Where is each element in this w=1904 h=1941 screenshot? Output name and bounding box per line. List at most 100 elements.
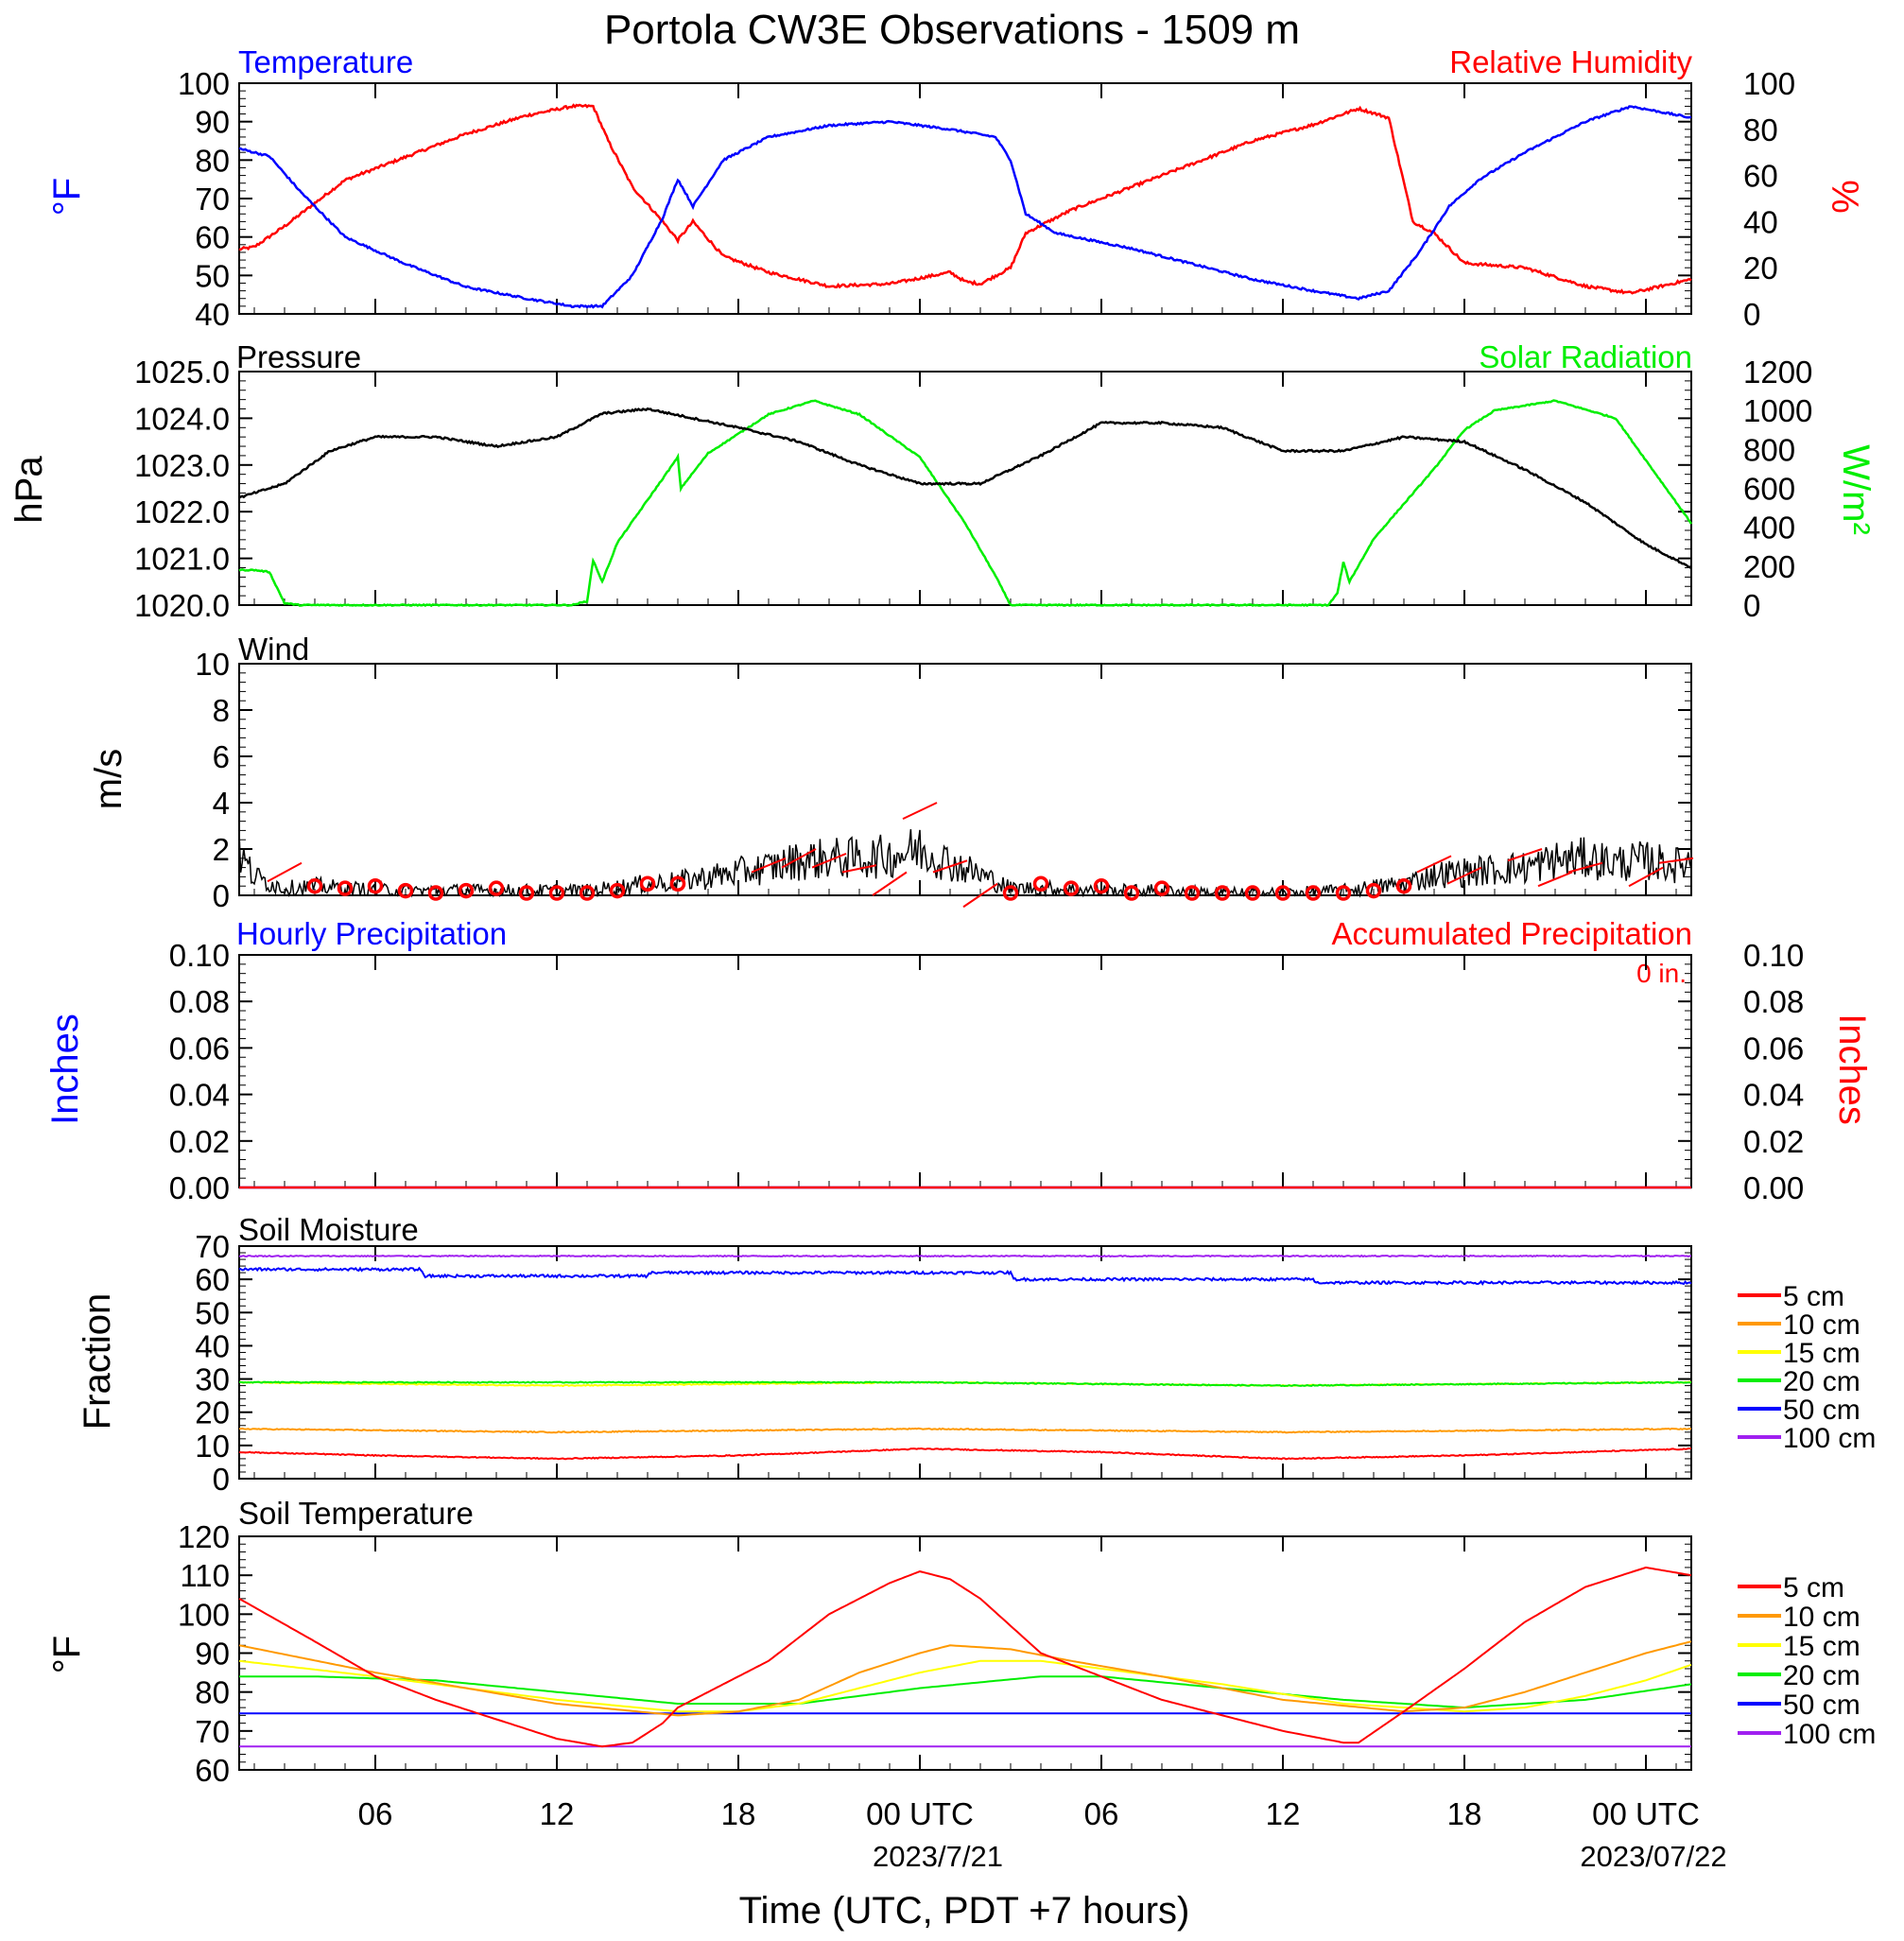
calm-wind-marker: [488, 880, 505, 896]
pressure-solar-ytick-label: 1022.0: [134, 494, 230, 529]
pressure-solar-ytick-label: 1020.0: [134, 588, 230, 623]
calm-wind-marker: [337, 880, 354, 896]
x-tick-label: 06: [358, 1796, 393, 1831]
soil-temp-line: [239, 1675, 1692, 1709]
precip-ytick-label: 0.04: [169, 1078, 230, 1113]
soil-moisture-line: [238, 1380, 1692, 1388]
pressure-solar-right-tick-label: 400: [1743, 511, 1795, 546]
soil-moisture-legend-label: 10 cm: [1783, 1309, 1861, 1341]
calm-wind-marker: [548, 885, 565, 901]
x-tick-label: 06: [1084, 1796, 1119, 1831]
figure-title: Portola CW3E Observations - 1509 m: [604, 7, 1300, 53]
soil-temperature-ytick-label: 110: [180, 1558, 230, 1593]
temp-rh-right-tick-label: 100: [1743, 66, 1795, 101]
soil-temperature-ytick-label: 100: [178, 1597, 230, 1632]
calm-wind-marker: [1184, 885, 1201, 901]
soil-moisture-title: Soil Moisture: [238, 1212, 419, 1247]
hourly-precip-unit: Inches: [44, 1014, 86, 1125]
soil-temperature-frame: [238, 1535, 1692, 1771]
pressure-solar-right-tick-label: 200: [1743, 549, 1795, 584]
calm-wind-marker: [1123, 885, 1140, 901]
precip-right-tick-label: 0.04: [1743, 1078, 1804, 1113]
calm-wind-marker: [579, 885, 596, 901]
wind-barb: [1567, 861, 1603, 874]
soil-temp-line: [238, 1566, 1692, 1748]
precip-right-tick-label: 0.08: [1743, 984, 1804, 1019]
pressure-solar-ytick-label: 1023.0: [134, 448, 230, 483]
pressure-solar-right-tick-label: 800: [1743, 432, 1795, 467]
soil-temp-legend-label: 5 cm: [1783, 1572, 1844, 1603]
precip-ytick-label: 0.02: [169, 1124, 230, 1159]
soil-temperature-ytick-label: 120: [178, 1519, 230, 1554]
precip-ytick-label: 0.06: [169, 1031, 230, 1066]
soil-temp-legend-label: 20 cm: [1783, 1660, 1861, 1691]
wind-barb: [1658, 857, 1694, 864]
soil-moisture-line: [238, 1447, 1692, 1461]
x-tick-label: 12: [1266, 1796, 1301, 1831]
x-axis-label: Time (UTC, PDT +7 hours): [739, 1890, 1190, 1932]
calm-wind-marker: [1365, 882, 1382, 899]
temp-rh-ytick-label: 80: [195, 143, 230, 178]
soil-temperature-ytick-label: 70: [195, 1714, 230, 1749]
wind-barb: [1628, 866, 1664, 888]
pressure-solar-ytick-label: 1025.0: [134, 355, 230, 390]
soil-moisture-ytick-label: 60: [195, 1262, 230, 1297]
panel-soil-temperature: Soil Temperature °F: [46, 1496, 474, 1673]
panel-pressure-solar: Pressure Solar Radiation hPa W/m²: [9, 339, 1877, 535]
wind-title: Wind: [238, 632, 309, 667]
hourly-precip-title: Hourly Precipitation: [236, 916, 507, 951]
soil-moisture-legend-label: 5 cm: [1783, 1281, 1844, 1312]
soil-moisture-ytick-label: 70: [195, 1229, 230, 1264]
soil-temp-legend-label: 100 cm: [1783, 1719, 1876, 1750]
precip-right-tick-label: 0.10: [1743, 938, 1804, 973]
temp-rh-ytick-label: 40: [195, 297, 230, 332]
wind-barb: [841, 864, 877, 874]
pressure-line: [238, 407, 1692, 570]
soil-moisture-frame: [238, 1245, 1692, 1480]
wind-barb: [781, 848, 817, 869]
panel-temp-rh: Temperature Relative Humidity °F %: [46, 44, 1865, 216]
panel-wind: Wind m/s: [88, 632, 309, 809]
panel-soil-moisture: Soil Moisture Fraction: [77, 1212, 419, 1430]
calm-wind-marker: [518, 885, 535, 901]
pressure-title: Pressure: [236, 339, 361, 374]
x-tick-label: 00 UTC: [1592, 1796, 1700, 1831]
wind-barb: [267, 861, 303, 883]
wind-barb: [1507, 848, 1543, 862]
pressure-solar-right-tick-label: 1000: [1743, 393, 1812, 428]
wind-barb: [872, 871, 908, 896]
soil-moisture-ytick-label: 0: [213, 1462, 230, 1497]
panel-precipitation: Hourly Precipitation Accumulated Precipi…: [44, 916, 1873, 1125]
calm-wind-marker: [1244, 885, 1261, 901]
calm-wind-marker: [1274, 885, 1291, 901]
wind-ytick-label: 10: [195, 647, 230, 682]
calm-wind-marker: [1063, 880, 1080, 896]
humidity-unit: %: [1824, 180, 1865, 214]
x-tick-label: 18: [1447, 1796, 1482, 1831]
precip-ytick-label: 0.08: [169, 984, 230, 1019]
wind-barb: [932, 859, 968, 874]
soil-moisture-legend-label: 20 cm: [1783, 1366, 1861, 1397]
accum-precip-title: Accumulated Precipitation: [1331, 916, 1692, 951]
soil-moisture-ytick-label: 20: [195, 1395, 230, 1430]
calm-wind-marker: [1032, 875, 1049, 892]
wind-speed-line: [238, 829, 1692, 898]
wind-barb: [1446, 866, 1482, 885]
wind-barb: [962, 882, 998, 909]
precip-right-tick-label: 0.00: [1743, 1170, 1804, 1205]
calm-wind-marker: [397, 882, 414, 899]
temperature-unit: °F: [46, 178, 88, 216]
temp-rh-right-tick-label: 40: [1743, 204, 1778, 239]
wind-barb: [811, 852, 847, 869]
precip-ytick-label: 0.00: [169, 1170, 230, 1205]
soil-moisture-ytick-label: 40: [195, 1328, 230, 1363]
calm-wind-marker: [427, 885, 444, 901]
wind-unit: m/s: [88, 749, 130, 809]
pressure-solar-right-tick-label: 600: [1743, 472, 1795, 507]
pressure-unit: hPa: [9, 456, 50, 524]
wind-barb: [1537, 871, 1573, 888]
soil-temperature-ytick-label: 90: [195, 1637, 230, 1672]
soil-moisture-legend-label: 100 cm: [1783, 1423, 1876, 1454]
soil-temp-unit: °F: [46, 1636, 88, 1673]
soil-temperature-ytick-label: 80: [195, 1675, 230, 1710]
